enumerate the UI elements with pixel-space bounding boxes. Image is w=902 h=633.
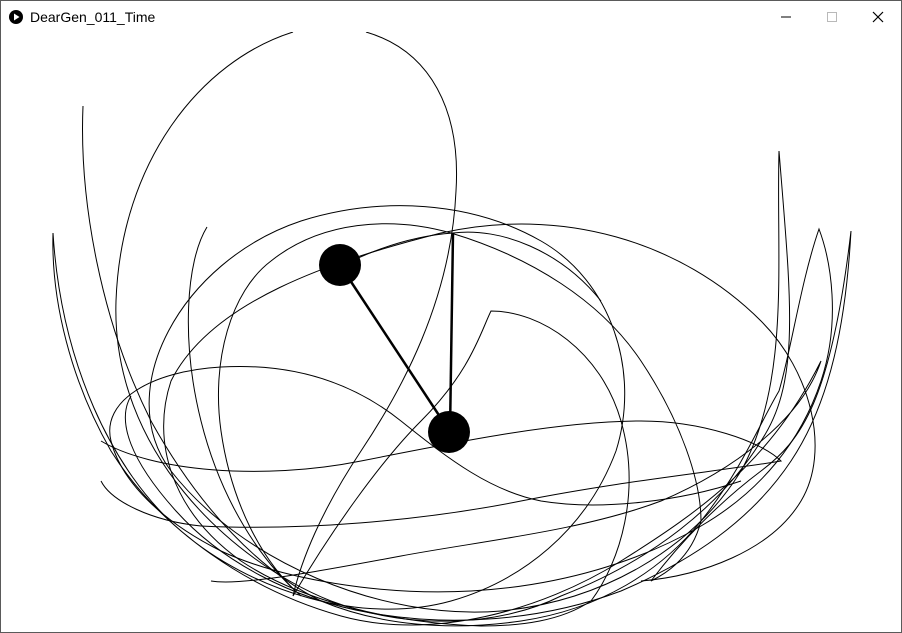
trace-path [100,420,783,528]
play-circle-icon [8,9,24,25]
trace-path [82,105,833,627]
close-icon [872,11,884,22]
trace-path [124,223,852,621]
minimize-button[interactable] [763,1,809,32]
pendulum-trace [52,32,852,627]
window-controls [763,1,901,32]
trace-path [163,32,816,627]
trace-path [52,32,822,626]
pendulum-bob-upper [319,244,361,286]
maximize-icon [827,11,837,22]
window-title: DearGen_011_Time [30,8,156,25]
pendulum-bob-lower [428,411,470,453]
minimize-icon [781,16,791,17]
upper-arm [448,232,455,433]
close-button[interactable] [855,1,901,32]
trace-path [340,231,602,302]
maximize-button[interactable] [809,1,855,32]
pendulum [319,232,470,453]
title-bar[interactable]: DearGen_011_Time [1,1,901,32]
lower-arm [338,264,452,433]
sketch-canvas[interactable] [1,32,901,632]
